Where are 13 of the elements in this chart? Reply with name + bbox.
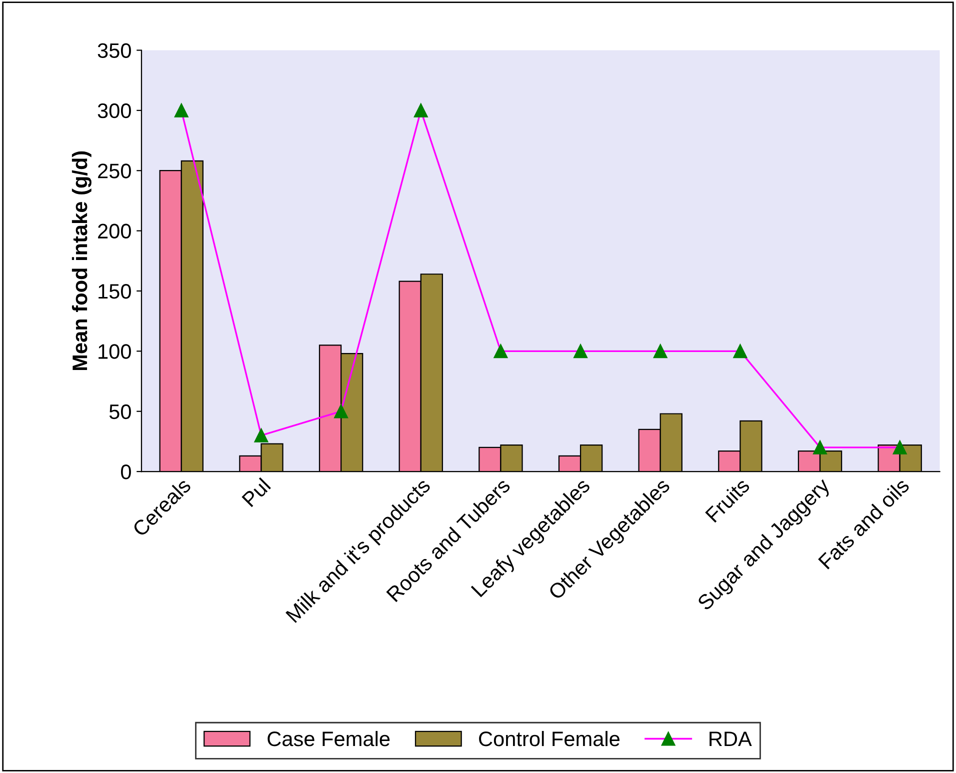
y-tick-label: 150: [98, 284, 131, 299]
y-tick-label: 50: [109, 404, 131, 420]
y-axis-title: Mean food intake (g/d): [72, 151, 92, 370]
legend-label: Control Female: [479, 730, 620, 746]
y-tick-label: 300: [98, 103, 131, 118]
y-tick-label: 200: [98, 224, 131, 239]
y-tick-label: 250: [98, 164, 131, 178]
legend-label: Case Female: [268, 730, 390, 746]
y-tick-label: 0: [120, 464, 131, 480]
x-tick-label: Pul: [241, 477, 272, 508]
y-tick-label: 100: [98, 344, 131, 359]
legend-label: RDA: [710, 732, 752, 746]
y-tick-label: 350: [98, 43, 131, 58]
